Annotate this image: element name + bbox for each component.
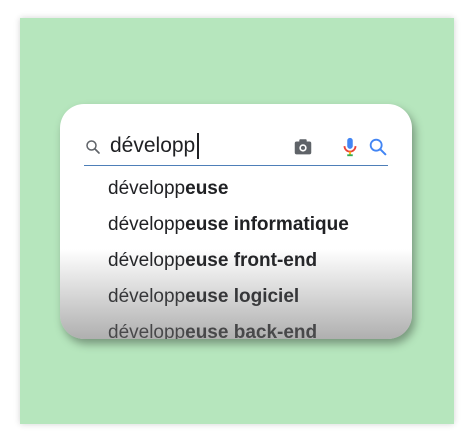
camera-icon[interactable]	[292, 136, 314, 158]
search-submit-icon[interactable]	[367, 136, 389, 158]
page-background: développ développeuse développeuse	[20, 18, 454, 424]
suggestion-item[interactable]: développeuse logiciel	[108, 286, 300, 307]
suggestion-item[interactable]: développeuse	[108, 178, 229, 199]
search-bar[interactable]: développ	[84, 130, 388, 166]
suggestion-item[interactable]: développeuse informatique	[108, 214, 349, 235]
search-card: développ développeuse développeuse	[60, 104, 412, 339]
search-underline	[84, 165, 388, 166]
search-input[interactable]: développ	[110, 133, 200, 159]
microphone-icon[interactable]	[339, 136, 361, 158]
suggestion-item[interactable]: développeuse back-end	[108, 322, 318, 339]
suggestion-list: développeuse développeuse informatique d…	[108, 176, 349, 339]
search-icon	[86, 140, 100, 154]
suggestion-item[interactable]: développeuse front-end	[108, 250, 318, 271]
